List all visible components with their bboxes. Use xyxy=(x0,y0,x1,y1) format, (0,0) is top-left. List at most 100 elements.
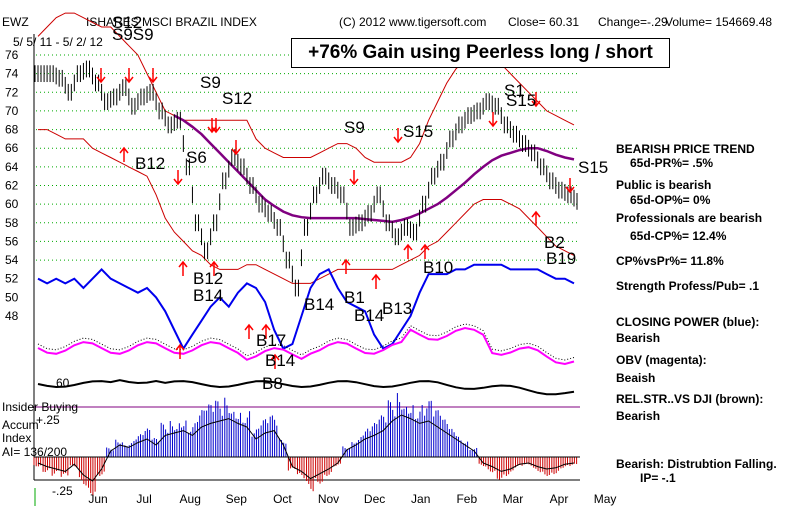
closing-power-status: Bearish xyxy=(616,331,660,345)
buy-arrow xyxy=(261,323,271,339)
volume-label: Volume= 154669.48 xyxy=(665,15,772,29)
buy-arrow xyxy=(209,260,219,276)
signal-s9s9: S9S9 xyxy=(112,25,154,44)
month-label-jan: Jan xyxy=(411,492,430,506)
month-label-aug: Aug xyxy=(180,492,201,506)
price-tick-label: 70 xyxy=(5,104,19,118)
buy-arrow xyxy=(119,146,129,162)
buy-arrow xyxy=(341,258,351,274)
obv-line xyxy=(37,323,575,366)
signal-b2: B2 xyxy=(544,233,565,252)
date-range-label: 5/ 5/ 11 - 5/ 2/ 12 xyxy=(13,35,103,49)
accumulation-histogram xyxy=(33,393,580,495)
relstr-heading: REL.STR..VS DJI (brown): xyxy=(616,392,763,406)
sell-arrow xyxy=(148,68,158,84)
signal-b14: B14 xyxy=(193,286,223,305)
signal-s9: S9 xyxy=(344,118,365,137)
signal-s9: S9 xyxy=(200,73,221,92)
accum-bottom-label: -.25 xyxy=(52,484,73,498)
sell-arrow xyxy=(173,170,183,186)
buy-arrow xyxy=(244,323,254,339)
signal-b17: B17 xyxy=(256,331,286,350)
close-label: Close= 60.31 xyxy=(508,15,579,29)
sell-arrow xyxy=(349,170,359,186)
ai-label: AI= 136/200 xyxy=(2,445,67,459)
price-bars xyxy=(34,60,578,297)
sell-arrow xyxy=(531,92,541,108)
price-tick-label: 66 xyxy=(5,141,19,155)
month-label-feb: Feb xyxy=(456,492,477,506)
price-tick-label: 68 xyxy=(5,123,19,137)
obv-heading: OBV (magenta): xyxy=(616,353,707,367)
signal-s6: S6 xyxy=(186,148,207,167)
accum-ma-path xyxy=(37,414,575,482)
copyright-label: (C) 2012 www.tigersoft.com xyxy=(339,15,486,29)
professionals-heading: Professionals are bearish xyxy=(616,211,762,225)
month-label-oct: Oct xyxy=(273,492,292,506)
insider-label: Insider Buying xyxy=(2,400,78,414)
signal-b10: B10 xyxy=(423,258,453,277)
month-axis-labels: Jun Jul Aug Sep Oct Nov Dec Jan Feb Mar Apr May xyxy=(88,492,616,506)
signal-s15: S15 xyxy=(403,122,433,141)
signal-b1: B1 xyxy=(344,288,365,307)
buy-arrow xyxy=(371,273,381,289)
month-label-sep: Sep xyxy=(226,492,248,506)
closing-power-path xyxy=(37,263,575,351)
price-tick-label: 48 xyxy=(5,309,19,323)
month-label-apr: Apr xyxy=(550,492,569,506)
sell-arrow xyxy=(393,128,403,144)
month-label-mar: Mar xyxy=(503,492,524,506)
headline-box: +76% Gain using Peerless long / short xyxy=(291,38,670,68)
price-tick-label: 56 xyxy=(5,234,19,248)
signal-s12: S12 xyxy=(112,13,142,32)
signal-s12: S12 xyxy=(222,89,252,108)
month-label-may: May xyxy=(594,492,617,506)
buy-arrow xyxy=(420,243,430,259)
sell-arrow xyxy=(488,112,498,128)
relstr-value-label: 60 xyxy=(56,376,70,390)
price-axis-ticks: 76 74 72 70 68 66 64 62 60 58 56 54 52 50 48 xyxy=(5,48,19,323)
buy-arrow xyxy=(270,353,280,369)
sell-arrow xyxy=(211,118,221,134)
relstr-path xyxy=(37,379,575,396)
cp-vs-pr-value: CP%vsPr%= 11.8% xyxy=(616,254,724,268)
strength-value: Strength Profess/Pub= .1 xyxy=(616,279,759,293)
sell-arrow xyxy=(124,68,134,84)
price-tick-label: 72 xyxy=(5,85,19,99)
accum-label: Accum xyxy=(2,418,39,432)
trend-heading: BEARISH PRICE TREND xyxy=(616,142,755,156)
price-tick-label: 58 xyxy=(5,216,19,230)
signal-b8: B8 xyxy=(262,374,283,393)
buy-arrow xyxy=(178,260,188,276)
buy-arrow xyxy=(403,243,413,259)
ticker-label: EWZ xyxy=(2,15,29,29)
accum-top-label: +.25 xyxy=(36,413,60,427)
price-tick-label: 62 xyxy=(5,179,19,193)
cp-value: 65d-CP%= 12.4% xyxy=(630,229,727,243)
month-label-jun: Jun xyxy=(88,492,107,506)
public-heading: Public is bearish xyxy=(616,178,711,192)
obv-ma-path xyxy=(37,323,575,361)
signal-s15: S15 xyxy=(506,91,536,110)
pr-value: 65d-PR%= .5% xyxy=(630,156,713,170)
month-label-dec: Dec xyxy=(364,492,385,506)
signal-s15: S15 xyxy=(578,158,608,177)
index-label: Index xyxy=(2,431,31,445)
sell-arrow xyxy=(207,118,217,134)
op-value: 65d-OP%= 0% xyxy=(630,193,711,207)
sell-arrow xyxy=(231,140,241,156)
signal-arrows xyxy=(96,68,575,369)
price-tick-label: 50 xyxy=(5,290,19,304)
signal-b14: B14 xyxy=(354,306,384,325)
closing-power-line xyxy=(37,263,575,351)
signal-b13: B13 xyxy=(382,299,412,318)
price-tick-label: 52 xyxy=(5,272,19,286)
buy-arrow xyxy=(175,343,185,359)
obv-status: Beaish xyxy=(616,371,655,385)
sell-arrow xyxy=(565,178,575,194)
month-label-jul: Jul xyxy=(136,492,151,506)
signal-b19: B19 xyxy=(546,249,576,268)
